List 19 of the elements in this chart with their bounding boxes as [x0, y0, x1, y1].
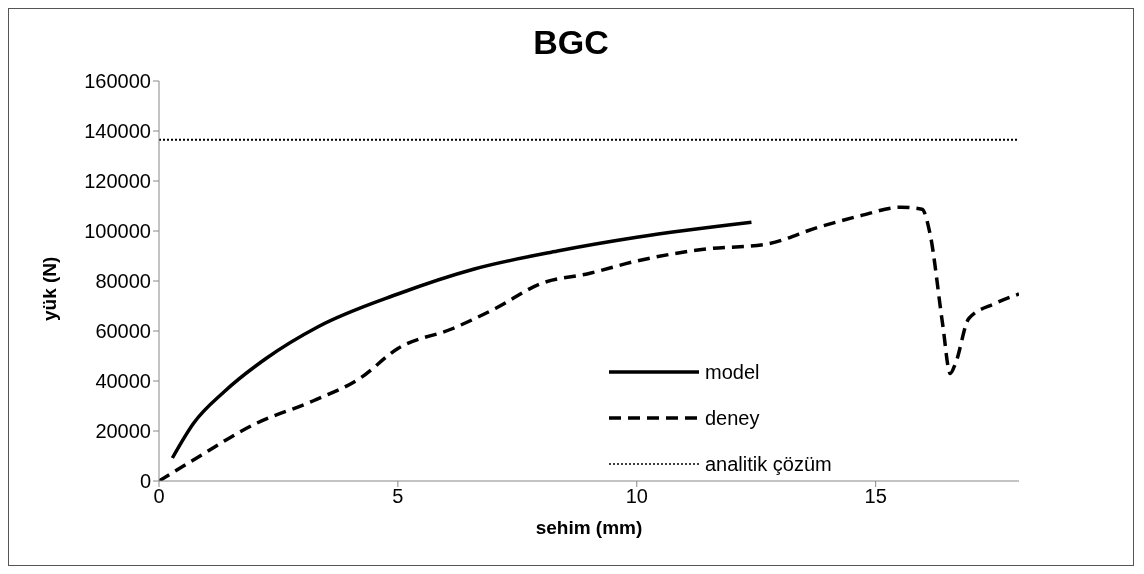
y-axis-title: yük (N)	[38, 256, 60, 321]
legend-label: deney	[705, 406, 760, 430]
y-tick-label: 80000	[95, 270, 151, 293]
y-tick-label: 120000	[84, 170, 151, 193]
x-tick-label: 10	[625, 485, 648, 508]
x-tick-label: 5	[392, 485, 404, 508]
y-tick-label: 0	[139, 470, 151, 493]
x-tick-label: 0	[153, 485, 165, 508]
chart-title: BGC	[532, 23, 610, 63]
y-tick-label: 140000	[84, 120, 151, 143]
legend-label: analitik çözüm	[705, 452, 832, 476]
y-tick-label: 20000	[95, 420, 151, 443]
y-tick-label: 40000	[95, 370, 151, 393]
x-tick-label: 15	[864, 485, 887, 508]
legend-label: model	[705, 360, 760, 384]
x-axis-title: sehim (mm)	[535, 517, 643, 539]
y-tick-label: 160000	[84, 70, 151, 93]
y-tick-label: 100000	[84, 220, 151, 243]
y-tick-label: 60000	[95, 320, 151, 343]
